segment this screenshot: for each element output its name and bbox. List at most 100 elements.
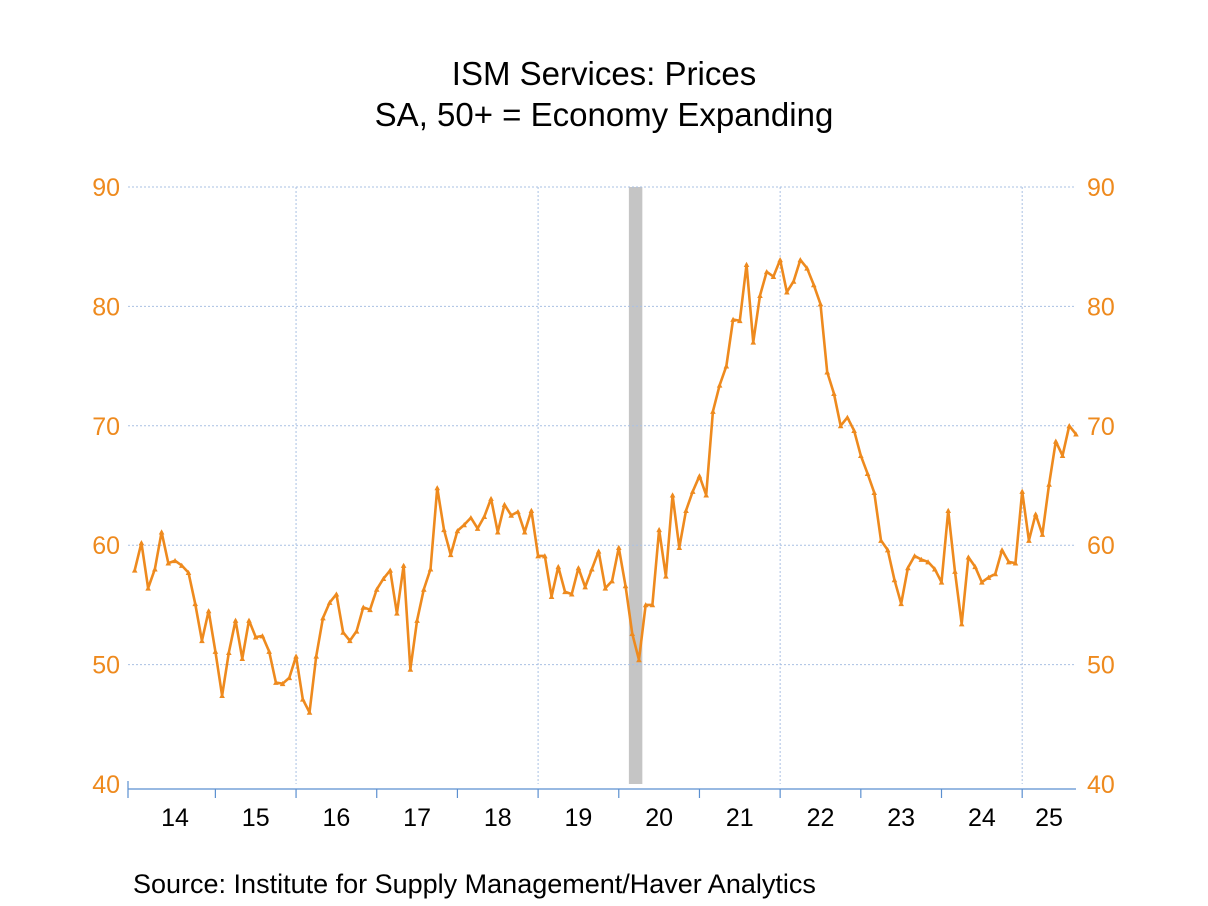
data-point [831,390,837,396]
data-point [394,610,400,616]
data-point [905,565,911,571]
data-point [427,566,434,572]
data-point [609,578,615,584]
data-point [979,579,985,585]
data-point [972,563,978,570]
data-point [494,529,501,535]
data-point [535,553,541,559]
data-point [689,488,696,494]
data-point [400,562,407,568]
data-point [421,586,427,592]
data-point [185,569,192,576]
data-point [501,501,508,507]
data-point [1039,531,1046,537]
data-point [299,696,306,702]
data-point [158,529,165,535]
y-tick-label-left: 90 [92,174,120,202]
data-point [387,567,393,573]
data-point [293,653,299,659]
data-point [777,257,783,263]
data-point [676,544,683,550]
y-tick-label-right: 80 [1087,293,1115,321]
source-note: Source: Institute for Supply Management/… [133,869,816,899]
data-point [252,634,259,640]
data-point [1053,438,1059,444]
data-point [178,562,185,568]
x-tick-label: 22 [807,804,835,832]
data-point [521,529,528,535]
data-point [219,692,225,699]
y-tick-label-right: 70 [1087,413,1115,441]
data-point [589,566,595,572]
data-point [716,382,723,388]
data-point [763,268,770,275]
data-point [273,679,279,685]
data-point [784,289,790,295]
data-point [447,551,454,558]
x-tick-label: 25 [1035,804,1063,832]
data-point [441,526,447,533]
data-point [226,649,232,656]
data-point [508,512,515,518]
data-point [145,585,151,591]
data-point [326,599,333,605]
x-tick-label: 16 [322,804,350,832]
data-point [878,537,884,543]
data-point [172,557,178,564]
data-point [649,602,656,608]
data-point [837,423,844,429]
data-point [797,257,804,263]
plot-area: 90 90 80 80 70 70 60 60 50 50 40 40 14 15 16 17 18 19 20 21… [92,174,1115,832]
data-point [750,339,757,345]
data-point [985,574,992,580]
data-point [582,584,588,590]
data-point [925,559,931,565]
data-point [858,452,864,459]
y-tick-label-left: 70 [92,413,120,441]
data-point [407,666,414,672]
data-point [911,553,918,559]
data-point [1059,452,1066,459]
data-point [1026,537,1032,543]
y-tick-label-left: 60 [92,532,120,560]
data-point [615,544,622,550]
data-point [851,427,857,433]
x-tick-label: 24 [968,804,996,832]
data-point [696,473,703,479]
data-point [602,585,609,591]
x-tick-label: 14 [161,804,189,832]
data-point [205,608,212,614]
data-point [286,674,293,681]
data-point [804,265,810,271]
data-point [669,492,676,498]
data-point [568,591,575,597]
data-point [703,492,709,498]
data-point [952,568,958,574]
data-point [636,657,642,663]
data-point [192,600,199,607]
data-point [817,301,824,307]
data-point [313,653,320,659]
y-tick-label-right: 50 [1087,652,1115,680]
x-tick-label: 23 [887,804,915,832]
data-point [844,414,851,420]
data-point [360,604,367,610]
data-point [454,528,461,534]
data-point [367,606,373,613]
data-point [871,489,878,496]
data-point [757,292,763,299]
data-point [1005,559,1012,565]
data-point [246,617,252,623]
data-point [306,709,313,715]
chart-subtitle: SA, 50+ = Economy Expanding [375,96,834,133]
recession-band [628,187,643,784]
x-tick-label: 21 [726,804,754,832]
x-tick-label: 17 [403,804,431,832]
data-point [548,593,555,599]
data-point [965,554,972,560]
data-point [266,648,272,654]
data-point [958,621,965,627]
data-point [730,316,736,322]
data-point [380,575,387,582]
